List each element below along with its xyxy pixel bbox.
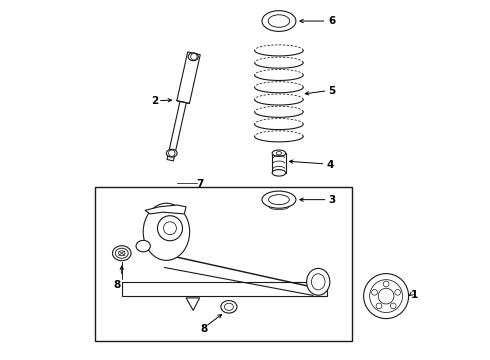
Circle shape [369, 280, 402, 312]
Circle shape [376, 303, 382, 309]
Bar [95, 187, 352, 341]
Circle shape [372, 289, 377, 295]
Ellipse shape [113, 246, 131, 261]
Circle shape [364, 274, 409, 319]
Ellipse shape [307, 269, 330, 295]
Text: 1: 1 [411, 290, 418, 300]
Polygon shape [186, 298, 199, 310]
Text: 4: 4 [326, 159, 334, 170]
Polygon shape [122, 282, 327, 296]
Circle shape [164, 222, 176, 235]
Ellipse shape [224, 303, 233, 310]
Text: 7: 7 [196, 179, 204, 189]
Ellipse shape [221, 301, 237, 313]
Text: 8: 8 [200, 324, 208, 334]
Ellipse shape [262, 11, 296, 31]
Text: 3: 3 [328, 195, 336, 204]
Ellipse shape [312, 274, 325, 290]
Circle shape [157, 216, 182, 241]
Ellipse shape [269, 195, 289, 204]
Ellipse shape [272, 150, 286, 157]
Polygon shape [177, 52, 200, 103]
Ellipse shape [115, 248, 128, 258]
Circle shape [378, 288, 394, 304]
Text: 2: 2 [151, 96, 159, 107]
Circle shape [191, 54, 197, 60]
Ellipse shape [143, 203, 190, 260]
Ellipse shape [276, 152, 282, 155]
Circle shape [169, 150, 175, 157]
Polygon shape [167, 102, 186, 161]
Ellipse shape [262, 191, 296, 208]
Ellipse shape [272, 170, 286, 176]
Ellipse shape [167, 149, 177, 157]
Circle shape [383, 281, 389, 287]
Text: 5: 5 [328, 86, 336, 96]
Circle shape [395, 289, 400, 295]
Ellipse shape [188, 53, 198, 61]
Text: 6: 6 [328, 16, 336, 26]
Ellipse shape [268, 15, 290, 27]
Ellipse shape [119, 251, 125, 256]
Text: 8: 8 [114, 280, 121, 291]
Ellipse shape [136, 240, 150, 252]
Circle shape [391, 303, 396, 309]
Bar [272, 153, 286, 173]
Polygon shape [145, 205, 186, 214]
